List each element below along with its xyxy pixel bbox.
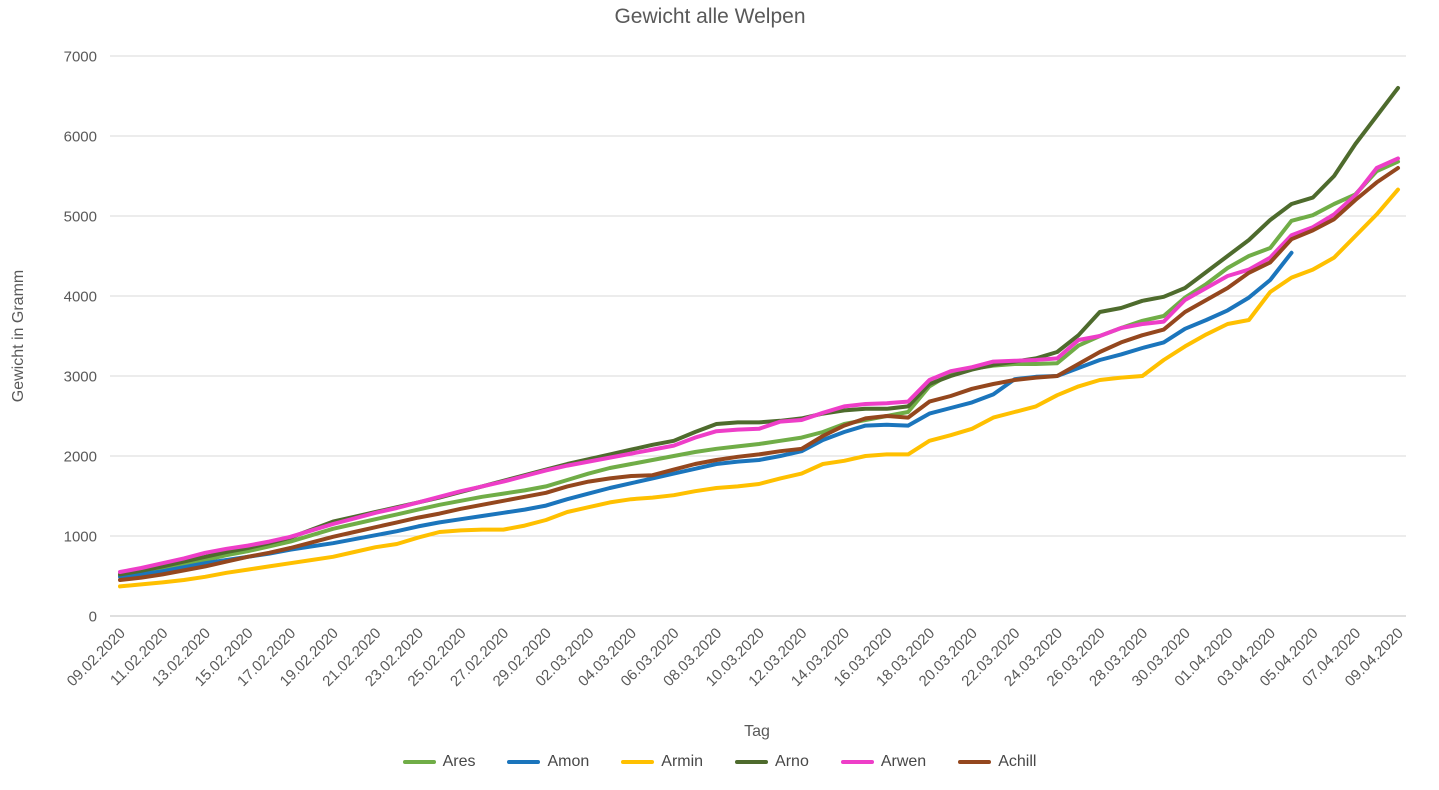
y-tick-label: 7000 (64, 49, 97, 66)
legend-item-arno[interactable]: Arno (735, 753, 809, 771)
y-tick-label: 0 (89, 609, 97, 626)
y-tick-label: 2000 (64, 449, 97, 466)
chart-title: Gewicht alle Welpen (614, 5, 805, 28)
y-axis-title: Gewicht in Gramm (10, 270, 27, 402)
legend-item-arwen[interactable]: Arwen (840, 753, 927, 771)
x-axis-title: Tag (744, 723, 770, 740)
chart-canvas[interactable]: Gewicht alle Welpen Gewicht in Gramm Tag… (0, 0, 1439, 750)
series-line-arno (118, 86, 1400, 577)
series-line-armin (118, 187, 1400, 589)
y-tick-label: 6000 (64, 129, 97, 146)
series-line-achill (118, 166, 1400, 582)
y-tick-label: 5000 (64, 209, 97, 226)
series-line-amon (118, 250, 1294, 579)
y-tick-label: 1000 (64, 529, 97, 546)
legend-swatch-armin (621, 760, 655, 764)
legend-item-achill[interactable]: Achill (958, 753, 1036, 771)
legend-label: Ares (442, 753, 476, 770)
y-tick-label: 4000 (64, 289, 97, 306)
chart-legend: Ares Amon Armin Arno Arwen Achill (0, 753, 1439, 771)
legend-item-armin[interactable]: Armin (621, 753, 703, 771)
legend-swatch-arno (735, 760, 769, 764)
series-line-arwen (118, 156, 1400, 574)
legend-label: Arno (775, 753, 809, 770)
legend-item-ares[interactable]: Ares (402, 753, 476, 771)
legend-label: Achill (998, 753, 1037, 770)
series-line-ares (118, 159, 1400, 578)
legend-swatch-ares (402, 760, 436, 764)
series-lines (118, 86, 1400, 589)
y-tick-label: 3000 (64, 369, 97, 386)
legend-swatch-arwen (840, 760, 874, 764)
legend-item-amon[interactable]: Amon (507, 753, 589, 771)
legend-label: Arwen (880, 753, 927, 770)
legend-swatch-achill (958, 760, 992, 764)
y-axis-tick-labels: 0 1000 2000 3000 4000 5000 6000 7000 (64, 49, 97, 626)
x-axis-tick-labels: 09.02.202011.02.202013.02.202015.02.2020… (64, 625, 1407, 690)
legend-label: Armin (661, 753, 704, 770)
legend-label: Amon (547, 753, 590, 770)
legend-swatch-amon (507, 760, 541, 764)
